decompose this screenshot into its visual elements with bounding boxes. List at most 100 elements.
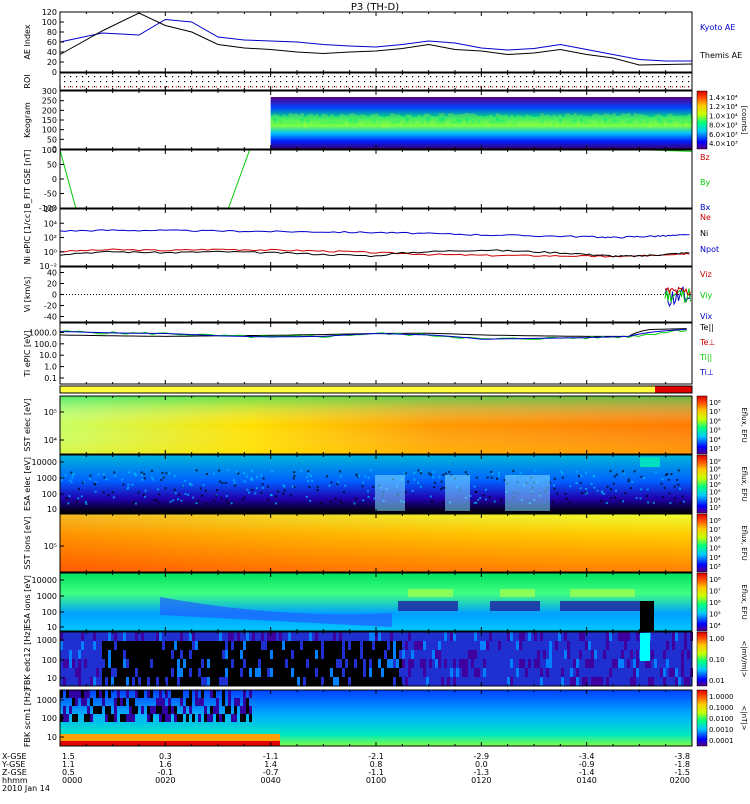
fbk-e-cell	[681, 650, 684, 659]
fbk-e-cell	[624, 632, 627, 641]
sst_i-colorbar-label: Eflux, EFU	[740, 525, 748, 560]
y-tick-label: 50	[47, 135, 57, 144]
y-tick-label: 100	[42, 146, 57, 155]
fbk-e-cell	[189, 641, 192, 650]
colorbar-tick-label: 6.0×10³	[709, 131, 738, 139]
y-tick-label: 10⁴	[44, 436, 57, 445]
roi-dot	[142, 76, 144, 78]
roi-dot	[286, 76, 288, 78]
fbk-e-cell	[291, 641, 294, 650]
keogram-speck	[594, 113, 598, 125]
roi-dot	[136, 81, 138, 83]
esa-e-noise	[227, 502, 230, 505]
keogram-speck	[360, 114, 364, 126]
temperature-series	[59, 329, 687, 340]
roi-dot	[172, 81, 174, 83]
fbk-e-cell	[153, 659, 156, 668]
fbk-e-cell	[138, 659, 141, 668]
keogram-speck	[390, 113, 394, 122]
fbk-e-cell	[303, 659, 306, 668]
keogram-speck	[303, 116, 307, 129]
roi-dot	[412, 76, 414, 78]
roi-dot	[346, 86, 348, 88]
fbk-e-cell	[288, 650, 291, 659]
fbk-e-cell	[684, 677, 687, 686]
esa-e-plume	[505, 475, 550, 511]
roi-dot	[262, 76, 264, 78]
fbk-e-cell	[507, 632, 510, 641]
roi-dot	[556, 76, 558, 78]
fbk-e-cell	[264, 659, 267, 668]
fbk-e-cell	[294, 677, 297, 686]
fbk-e-cell	[483, 641, 486, 650]
fbk-e-cell	[396, 650, 399, 659]
esa-e-noise	[102, 491, 105, 494]
fbk-e-cell	[246, 659, 249, 668]
esa_e-colorbar	[696, 454, 708, 514]
fbk-e-cell	[219, 641, 222, 650]
roi-dot	[604, 76, 606, 78]
keogram-speck	[426, 113, 430, 118]
fbk-b-cell	[159, 698, 162, 706]
roi-dot	[628, 76, 630, 78]
esa-e-noise	[367, 476, 370, 479]
esa-e-noise	[404, 491, 407, 494]
esa-e-noise	[660, 482, 663, 485]
fbk-e-cell	[333, 659, 336, 668]
esa-e-noise	[330, 481, 333, 484]
fbk-b-cell	[87, 706, 90, 714]
fbk-e-cell	[78, 650, 81, 659]
fbk-e-cell	[339, 677, 342, 686]
esa-e-noise	[621, 500, 624, 503]
legend-ti-: Ti||	[699, 353, 712, 362]
fbk-e-cell	[147, 650, 150, 659]
fbk-b-cell	[87, 690, 90, 698]
esa-e-noise	[448, 470, 451, 473]
fbk-b-cell	[201, 698, 204, 706]
roi-dot	[304, 76, 306, 78]
fbk-e-cell	[564, 650, 567, 659]
sst_e-colorbar	[696, 395, 708, 455]
fbk-e-cell	[141, 668, 144, 677]
fbk-e-cell	[315, 641, 318, 650]
fbk-e-cell	[156, 668, 159, 677]
fbk-e-cell	[450, 632, 453, 641]
esa-e-noise	[251, 488, 254, 491]
esa-e-noise	[484, 498, 487, 501]
fbk-e-cell	[114, 659, 117, 668]
roi-dot	[616, 81, 618, 83]
fbk-b-cell	[108, 714, 111, 722]
fbk-e-cell	[186, 659, 189, 668]
keogram-speck	[282, 114, 286, 124]
fbk-e-cell	[237, 632, 240, 641]
fbk-e-cell	[348, 659, 351, 668]
roi-dot	[448, 76, 450, 78]
fbk-e-cell	[129, 659, 132, 668]
esa-e-noise	[173, 474, 176, 477]
esa-e-noise	[158, 501, 161, 504]
y-tick-label: 10	[47, 623, 57, 632]
esa-e-noise	[342, 491, 345, 494]
y-tick-label: 1000	[37, 636, 57, 645]
keogram-speck	[618, 115, 622, 123]
z-gse-tick-label: -1.5	[674, 768, 690, 777]
roi-dot	[412, 81, 414, 83]
esa-e-noise	[334, 497, 337, 500]
esa-e-noise	[441, 486, 444, 489]
keogram-speck	[405, 114, 409, 119]
y-tick-label: 20	[47, 280, 57, 289]
fbk-e-cell	[168, 641, 171, 650]
roi-dot	[460, 81, 462, 83]
esa-e-noise	[667, 478, 670, 481]
fbk-e-cell	[540, 677, 543, 686]
esa-e-noise	[221, 482, 224, 485]
roi-dot	[520, 76, 522, 78]
fbk-e-cell	[297, 659, 300, 668]
fbk-e-cell	[312, 650, 315, 659]
roi-dot	[298, 81, 300, 83]
y-tick-label: 1000	[37, 696, 57, 705]
roi-dot	[106, 81, 108, 83]
fbk-b-cell	[222, 690, 225, 698]
colorbar-tick-label: 10⁵	[709, 489, 721, 497]
keogram-speck	[621, 113, 625, 125]
